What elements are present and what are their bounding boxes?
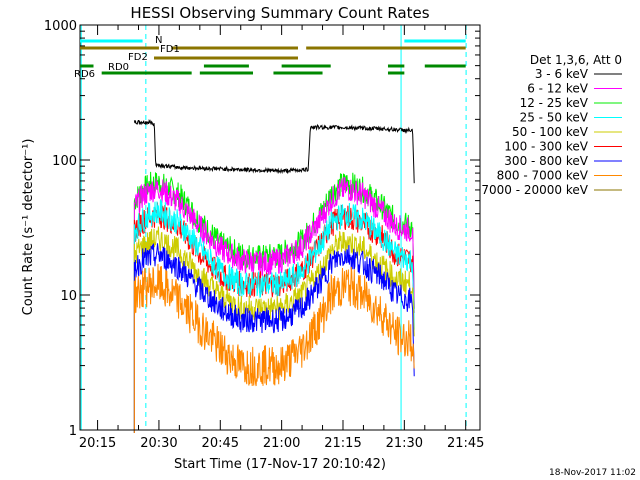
legend-label: 50 - 100 keV: [512, 125, 589, 139]
series-line: [133, 176, 415, 433]
y-axis: 1 10 100 1000: [44, 19, 480, 439]
y-tick-label: 100: [52, 154, 77, 169]
y-tick-label: 10: [60, 289, 77, 304]
legend-header: Det 1,3,6, Att 0: [530, 53, 622, 67]
x-tick-label: 20:15: [79, 436, 116, 451]
series-line: [133, 199, 415, 433]
legend-label: 100 - 300 keV: [504, 140, 588, 154]
x-tick-label: 21:45: [447, 436, 484, 451]
state-bar-label: FD1: [160, 44, 180, 55]
chart-title: HESSI Observing Summary Count Rates: [130, 4, 429, 22]
x-tick-label: 21:15: [324, 436, 361, 451]
legend-label: 800 - 7000 keV: [497, 169, 589, 183]
x-axis-label: Start Time (17-Nov-17 20:10:42): [174, 457, 386, 472]
state-bar-label: RD6: [74, 69, 95, 80]
series-line: [133, 243, 415, 433]
legend-label: 6 - 12 keV: [527, 82, 589, 96]
series-line: [133, 226, 415, 433]
state-bar-label: RD0: [108, 62, 129, 73]
state-bar-label: FD2: [128, 52, 148, 63]
footer-timestamp: 18-Nov-2017 11:02: [549, 468, 636, 478]
plot-area: [80, 25, 467, 433]
legend-label: 300 - 800 keV: [504, 154, 588, 168]
legend-label: 3 - 6 keV: [535, 67, 589, 81]
state-bar-label: N: [155, 35, 162, 46]
x-tick-label: 21:00: [263, 436, 300, 451]
x-tick-label: 20:45: [202, 436, 239, 451]
x-tick-label: 20:30: [140, 436, 177, 451]
legend-label: 12 - 25 keV: [520, 96, 589, 110]
plot-frame: [79, 24, 481, 431]
y-tick-label: 1: [69, 424, 77, 439]
x-axis: 20:15 20:30 20:45 21:00 21:15 21:30 21:45: [79, 25, 484, 451]
series-line: [133, 263, 415, 433]
x-tick-label: 21:30: [386, 436, 423, 451]
y-axis-label: Count Rate (s⁻¹ detector⁻¹): [21, 139, 36, 316]
legend-label: 25 - 50 keV: [520, 111, 589, 125]
series-line: [133, 118, 415, 184]
y-tick-label: 1000: [44, 19, 77, 34]
legend-label: 7000 - 20000 keV: [481, 183, 588, 197]
